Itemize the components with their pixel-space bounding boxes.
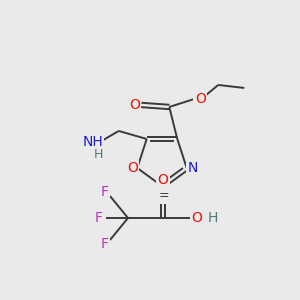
Text: O: O xyxy=(129,98,140,112)
Text: F: F xyxy=(101,185,109,199)
Text: O: O xyxy=(195,92,206,106)
Text: NH: NH xyxy=(82,135,103,149)
Text: =: = xyxy=(159,190,169,202)
Text: F: F xyxy=(95,211,103,225)
Text: O: O xyxy=(158,173,168,187)
Text: O: O xyxy=(192,211,203,225)
Text: O: O xyxy=(127,161,138,175)
Text: N: N xyxy=(188,161,198,175)
Text: H: H xyxy=(94,148,104,161)
Text: F: F xyxy=(101,237,109,251)
Text: H: H xyxy=(208,211,218,225)
